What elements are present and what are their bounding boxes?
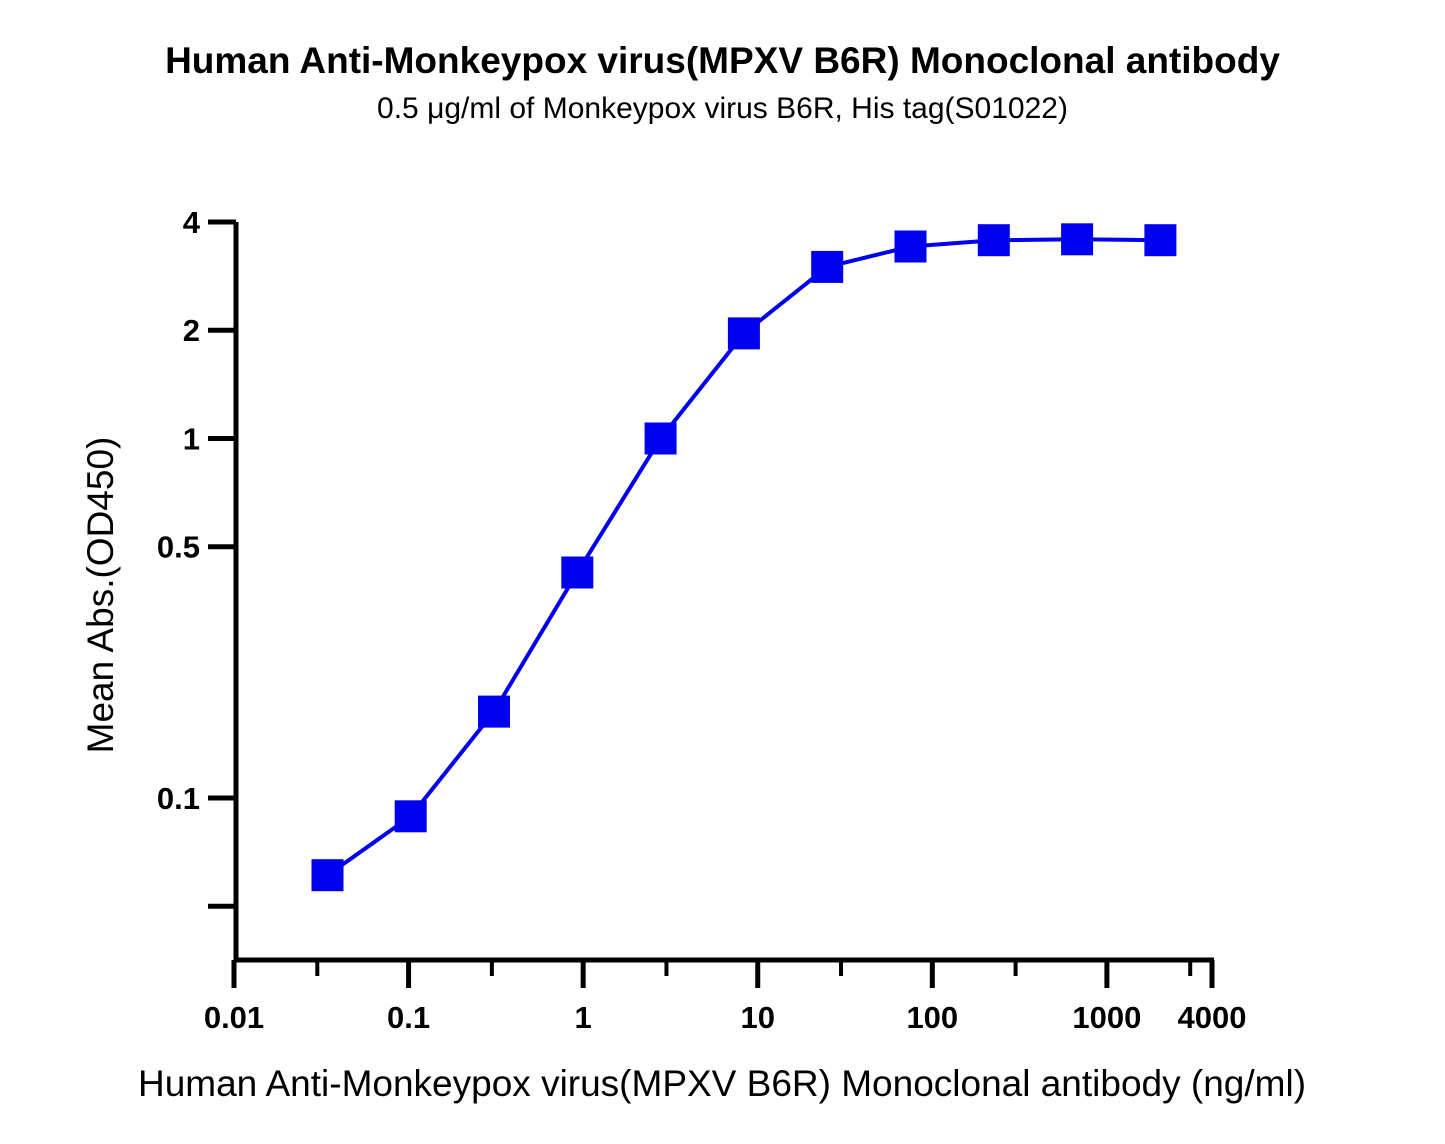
data-point: [811, 250, 844, 283]
y-tick-label: 0.5: [157, 530, 200, 565]
x-tick-label: 4000: [1178, 1000, 1247, 1035]
y-tick-label: 4: [183, 205, 201, 240]
x-tick-label: 100: [906, 1000, 958, 1035]
x-axis-title: Human Anti-Monkeypox virus(MPXV B6R) Mon…: [138, 1063, 1306, 1104]
x-tick-label: 10: [740, 1000, 774, 1035]
y-tick-label: 0.1: [157, 781, 200, 816]
data-point: [977, 224, 1010, 257]
data-series: [311, 223, 1177, 892]
x-tick-label: 1: [575, 1000, 592, 1035]
chart-subtitle: 0.5 μg/ml of Monkeypox virus B6R, His ta…: [377, 92, 1068, 125]
data-point: [394, 800, 427, 833]
data-point: [644, 422, 677, 455]
data-point: [894, 230, 927, 263]
x-tick-label: 0.01: [204, 1000, 264, 1035]
data-point: [727, 317, 760, 350]
axes: 4 2 1 0.5 0.1 0.01 0.1 1 10 100 1000 4000: [157, 205, 1247, 1035]
data-point: [311, 859, 344, 892]
chart-title: Human Anti-Monkeypox virus(MPXV B6R) Mon…: [165, 40, 1280, 81]
data-point: [561, 556, 594, 589]
y-tick-label: 2: [183, 313, 200, 348]
y-axis-title: Mean Abs.(OD450): [80, 437, 121, 754]
data-point: [478, 695, 510, 728]
data-point: [1144, 224, 1177, 257]
y-tick-label: 1: [183, 421, 200, 456]
x-tick-label: 0.1: [387, 1000, 430, 1035]
x-tick-label: 1000: [1072, 1000, 1141, 1035]
data-point: [1061, 223, 1094, 256]
